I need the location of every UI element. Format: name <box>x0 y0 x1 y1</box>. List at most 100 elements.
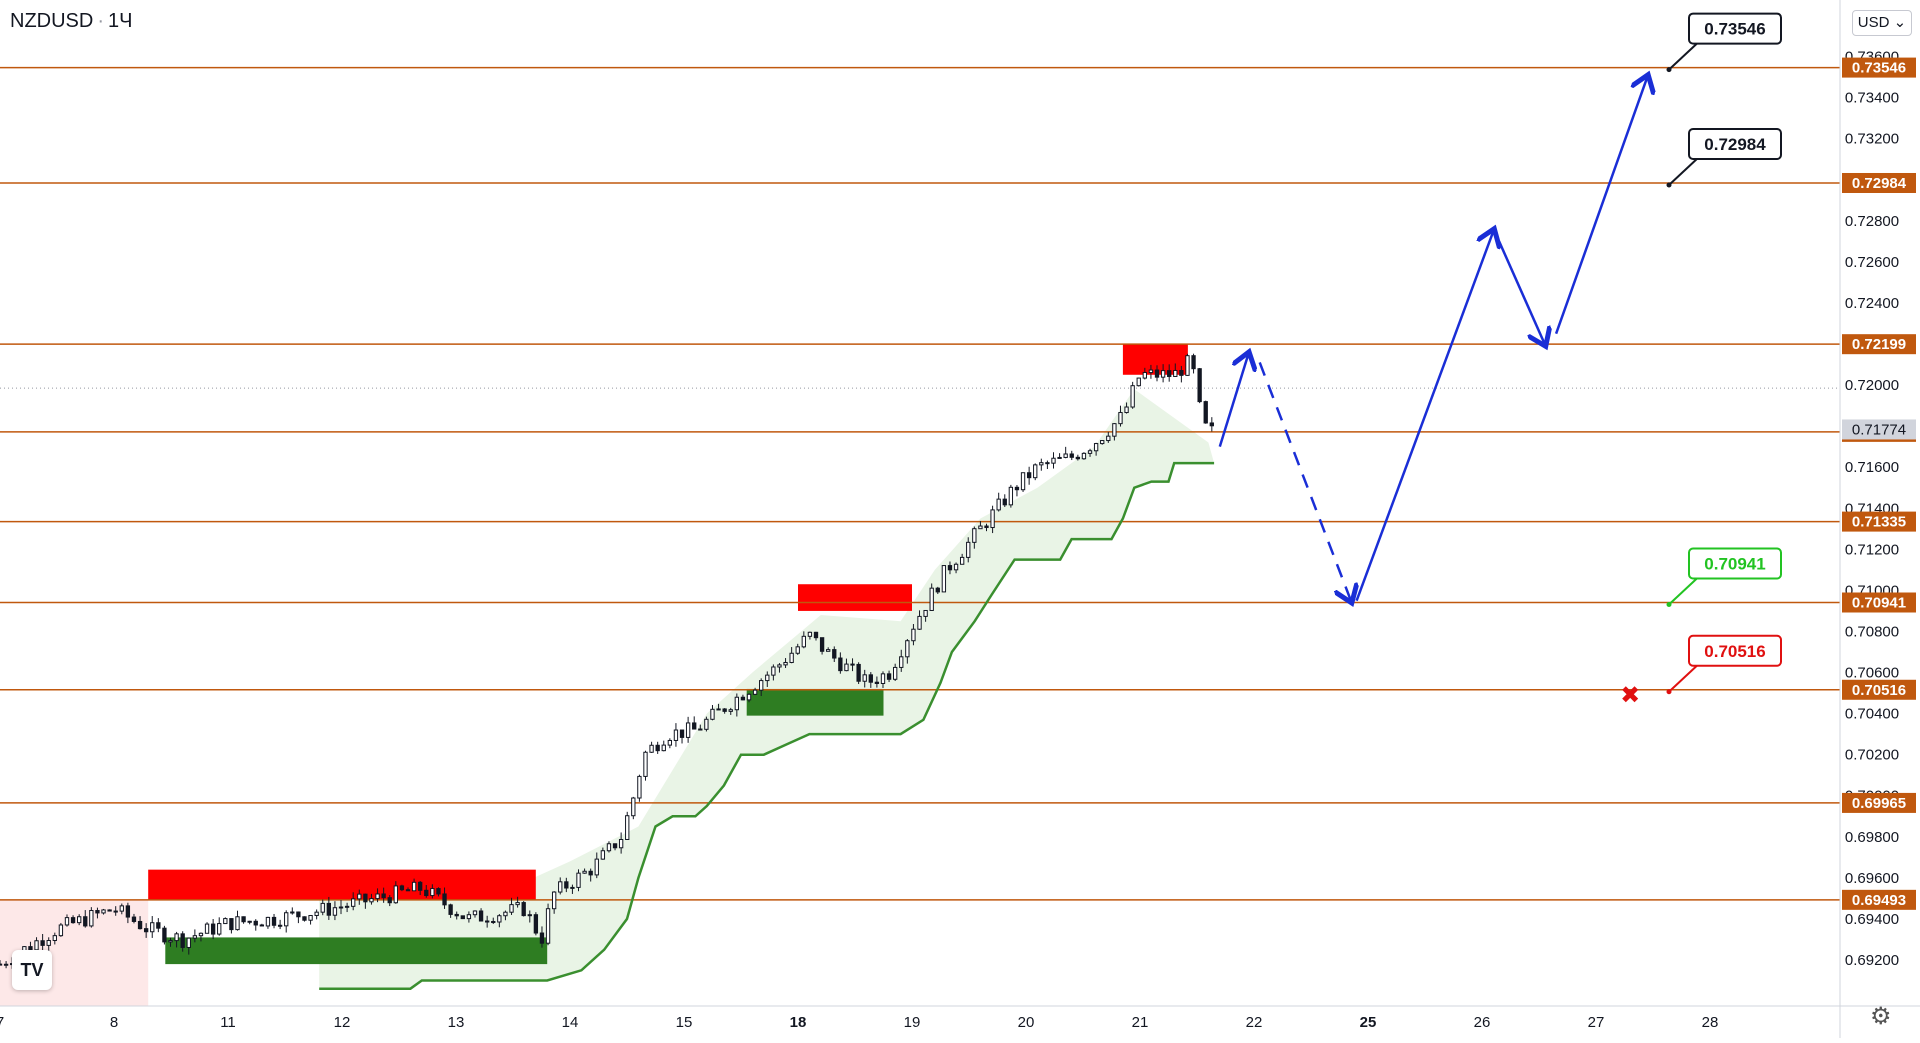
candle-body <box>1045 462 1050 465</box>
candle-body <box>667 739 673 746</box>
time-tick-label: 20 <box>1018 1014 1035 1031</box>
candle-body <box>856 663 861 682</box>
candle-body <box>1057 456 1062 459</box>
candle-body <box>192 935 198 939</box>
candle-body <box>296 911 301 918</box>
candle-body <box>582 870 587 874</box>
candle-body <box>740 696 746 701</box>
candle-body <box>746 693 752 701</box>
supply-zone[interactable] <box>798 584 912 611</box>
callout-target[interactable]: 0.73546 <box>1666 12 1782 73</box>
candle-body <box>405 889 411 892</box>
candle-body <box>217 923 222 935</box>
symbol-title[interactable]: NZDUSD · 1Ч <box>10 10 132 33</box>
candle-body <box>369 898 374 903</box>
candle-body <box>1008 486 1014 506</box>
time-tick-label: 25 <box>1360 1014 1377 1031</box>
price-tick-label: 0.69600 <box>1845 870 1899 887</box>
time-tick-label: 26 <box>1474 1014 1491 1031</box>
candle-body <box>892 666 898 680</box>
candle-body <box>759 680 764 691</box>
candle-body <box>344 905 350 908</box>
candle-body <box>131 916 137 922</box>
candle-body <box>308 914 313 921</box>
projection-arrow[interactable] <box>1554 77 1647 335</box>
chevron-down-icon: ⌄ <box>1889 14 1907 31</box>
candle-body <box>1002 498 1007 506</box>
candle-body <box>783 661 788 666</box>
level-price-label: 0.69965 <box>1852 795 1906 812</box>
candle-body <box>1154 369 1160 378</box>
supply-zone[interactable] <box>148 869 536 901</box>
time-tick-label: 11 <box>220 1014 236 1031</box>
level-price-label: 0.72984 <box>1852 175 1907 192</box>
candle-body <box>545 908 551 944</box>
candle-body <box>338 906 344 909</box>
level-price-tag <box>1842 57 1916 78</box>
callout-stop[interactable]: 0.70516 <box>1666 634 1782 695</box>
projection-arrow[interactable] <box>1218 354 1249 448</box>
candle-body <box>813 631 819 639</box>
candle-body <box>363 893 368 903</box>
price-tick-label: 0.72400 <box>1845 295 1899 312</box>
candle-body <box>210 923 216 935</box>
candle-body <box>381 893 386 899</box>
callout-anchor-dot <box>1666 182 1672 188</box>
candle-body <box>1039 462 1044 466</box>
candle-body <box>996 498 1001 511</box>
level-price-tag <box>1842 889 1916 910</box>
candle-body <box>722 708 727 712</box>
projection-arrow[interactable] <box>1497 240 1545 344</box>
candle-body <box>570 886 575 889</box>
candle-body <box>911 628 916 642</box>
candle-body <box>807 631 813 637</box>
demand-zone[interactable] <box>165 937 548 965</box>
callout-box <box>1688 634 1782 667</box>
candle-body <box>515 902 520 906</box>
price-tick-label: 0.69400 <box>1845 911 1899 928</box>
candle-body <box>1020 472 1026 491</box>
candle-body <box>637 775 642 799</box>
candle-body <box>947 565 953 571</box>
callout-target[interactable]: 0.72984 <box>1666 127 1782 188</box>
callout-box <box>1688 127 1782 160</box>
candle-body <box>393 885 398 904</box>
candle-body <box>265 916 271 927</box>
currency-selector[interactable]: USD ⌄ <box>1852 10 1912 36</box>
candle-body <box>862 674 867 682</box>
projection-arrow[interactable] <box>1355 231 1494 602</box>
level-price-tag <box>1842 172 1916 193</box>
candle-body <box>290 911 295 914</box>
candle-body <box>271 916 277 926</box>
interval-label: 1Ч <box>108 10 133 32</box>
level-price-tag <box>1842 334 1916 355</box>
current-price-tag <box>1842 419 1916 440</box>
candle-body <box>119 905 124 912</box>
demand-zone[interactable] <box>746 688 884 716</box>
candle-body <box>259 924 265 927</box>
price-tick-label: 0.69200 <box>1845 952 1899 969</box>
candle-body <box>649 744 654 753</box>
projection-arrow[interactable] <box>1258 362 1351 600</box>
level-price-tag <box>1842 511 1916 532</box>
candle-body <box>1191 355 1196 370</box>
candle-body <box>204 923 210 934</box>
candle-body <box>76 916 82 924</box>
candle-body <box>1118 412 1123 425</box>
currency-label: USD <box>1857 14 1890 31</box>
gear-icon[interactable]: ⚙ <box>1870 1003 1892 1030</box>
candle-body <box>886 673 892 680</box>
callout-entry[interactable]: 0.70941 <box>1666 547 1782 608</box>
callout-box <box>1688 547 1782 580</box>
candle-body <box>235 916 240 931</box>
candle-body <box>655 744 660 752</box>
candle-body <box>1014 486 1020 491</box>
time-tick-label: 28 <box>1702 1014 1719 1031</box>
stop-loss-marker[interactable]: ✖ <box>1620 681 1640 709</box>
candle-body <box>277 924 283 927</box>
candle-body <box>600 850 606 860</box>
candle-body <box>661 744 666 752</box>
candle-body <box>698 728 703 731</box>
